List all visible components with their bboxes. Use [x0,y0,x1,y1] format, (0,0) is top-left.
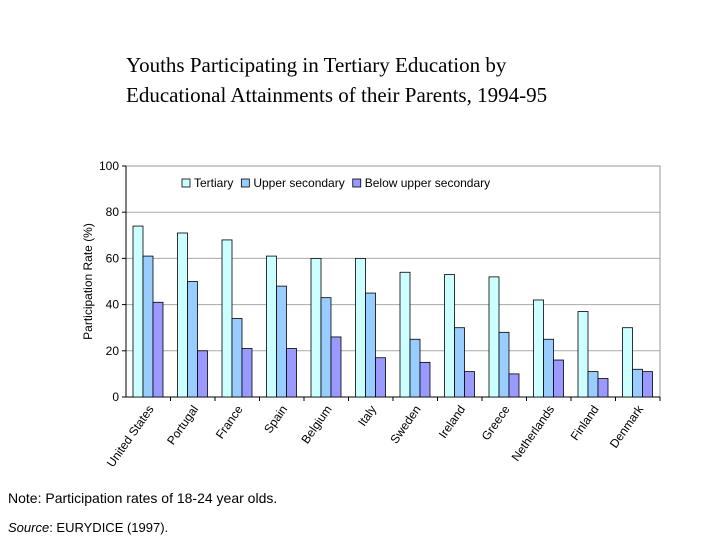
bar [197,350,208,398]
bar [142,255,154,398]
y-tick-label: 80 [106,205,120,219]
bar [409,338,421,398]
slide-title: Youths Participating in Tertiary Educati… [126,50,686,110]
bar [355,257,366,398]
legend-swatch [240,178,250,188]
x-tick-label: Netherlands [509,403,558,464]
bar [266,255,277,398]
x-tick-label: Sweden [387,403,423,447]
bar [553,359,564,398]
bar [642,371,653,398]
bar [152,301,164,398]
bar [533,299,544,398]
title-line-1: Youths Participating in Tertiary Educati… [126,53,507,77]
plot-area [125,165,661,398]
legend-swatch [181,178,191,188]
y-tick-label: 20 [106,344,120,358]
x-tick-label: Spain [261,403,290,436]
legend-label: Tertiary [194,176,233,190]
legend-label: Below upper secondary [365,176,490,190]
title-line-2: Educational Attainments of their Parents… [126,83,548,107]
source-label: Source [8,520,50,535]
y-axis-label: Participation Rate (%) [81,223,95,340]
y-tick-label: 60 [106,251,120,265]
x-tick-label: United States [104,403,157,470]
y-tick-label: 100 [99,159,119,173]
bar-chart: 0 20 40 60 80 100 Participation Rate (%) United… [81,159,661,470]
x-tick-label: Finland [568,403,602,443]
bar [276,285,287,398]
chart-source: Source: EURYDICE (1997). [8,520,168,535]
bar [320,297,332,398]
bar [330,336,342,398]
y-tick-label: 40 [106,298,120,312]
bar [597,378,609,398]
bar [632,368,643,398]
bar [444,274,455,398]
bar [187,281,198,398]
bar [577,311,589,398]
x-tick-label: Ireland [436,403,469,441]
x-tick-label: Belgium [298,403,334,447]
x-tick-label: Portugal [164,403,201,448]
bar [498,331,510,398]
bar [310,257,322,398]
bar [622,327,633,398]
bar [464,371,475,398]
x-tick-label: Italy [355,403,379,429]
bar [375,357,386,398]
bar [488,276,500,398]
bar [454,327,465,398]
bar [231,318,243,398]
bar [587,371,599,398]
chart-note: Note: Participation rates of 18-24 year … [8,490,278,506]
x-tick-label: France [213,402,246,441]
legend-swatch [352,178,362,188]
legend-label: Upper secondary [253,176,344,190]
bar [286,348,297,398]
bar [543,338,554,398]
bar [177,232,188,398]
bar [508,373,520,398]
bar [419,361,431,398]
bar [132,225,144,398]
bar [365,292,376,398]
x-tick-label: Greece [479,402,513,443]
y-tick-label: 0 [112,390,119,404]
bar [399,271,411,398]
bar [221,239,233,398]
source-text: : EURYDICE (1997). [49,520,169,535]
bar [241,348,253,398]
x-tick-label: Denmark [607,402,647,451]
